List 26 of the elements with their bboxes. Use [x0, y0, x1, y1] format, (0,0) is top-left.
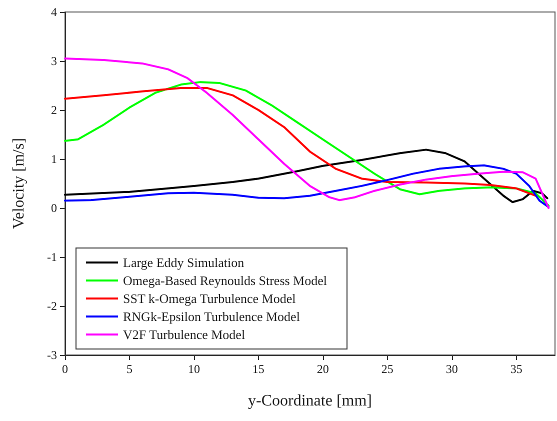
- x-tick-label: 0: [62, 362, 68, 376]
- x-tick-label: 10: [188, 362, 200, 376]
- y-tick-label: -2: [47, 299, 57, 313]
- x-axis-title: y-Coordinate [mm]: [248, 392, 372, 410]
- legend-label: RNGk-Epsilon Turbulence Model: [123, 309, 300, 324]
- line-series: [64, 58, 550, 209]
- y-tick-label: -3: [47, 348, 57, 362]
- y-tick-label: 2: [51, 103, 57, 117]
- line-series: [64, 164, 550, 208]
- line-series: [64, 148, 548, 204]
- y-tick-label: 1: [51, 152, 57, 166]
- y-axis-title: Velocity [m/s]: [10, 138, 28, 230]
- y-tick-label: -1: [47, 250, 57, 264]
- x-tick-label: 5: [126, 362, 132, 376]
- y-tick-label: 3: [51, 54, 57, 68]
- legend-label: V2F Turbulence Model: [123, 327, 246, 342]
- y-tick-label: 0: [51, 201, 57, 215]
- x-tick-label: 20: [316, 362, 329, 376]
- legend-label: Omega-Based Reynoulds Stress Model: [123, 273, 328, 288]
- x-tick-label: 15: [252, 362, 264, 376]
- x-tick-label: 25: [381, 362, 394, 376]
- legend-label: Large Eddy Simulation: [123, 255, 245, 270]
- legend-label: SST k-Omega Turbulence Model: [123, 291, 296, 306]
- x-tick-label: 30: [446, 362, 458, 376]
- y-tick-label: 4: [51, 5, 57, 19]
- x-tick-label: 35: [510, 362, 522, 376]
